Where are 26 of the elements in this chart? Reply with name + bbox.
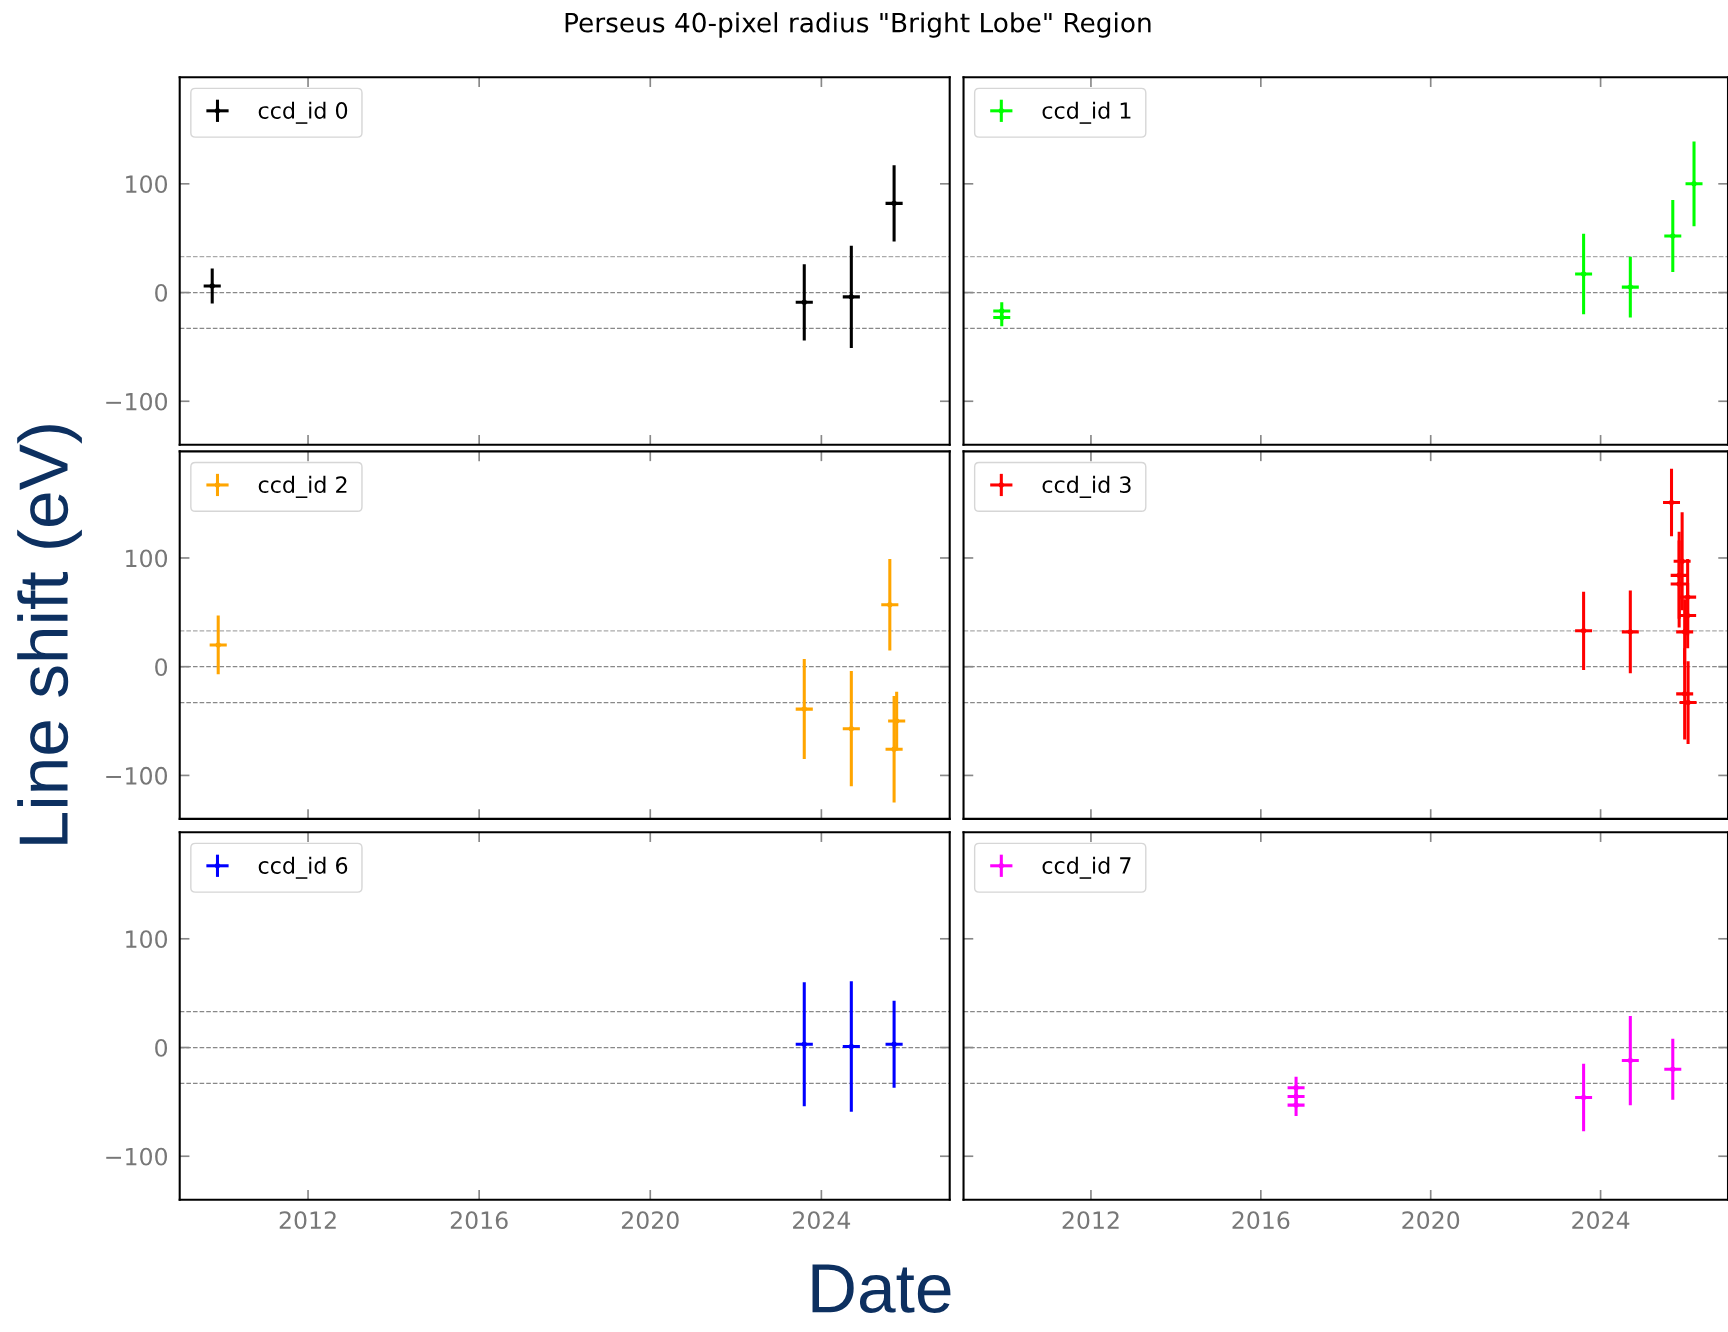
y-tick-label: −100 (106, 1147, 168, 1166)
y-tick-label: −100 (106, 392, 168, 411)
x-tick-label: 2012 (279, 1211, 336, 1230)
y-tick-label: 100 (126, 930, 168, 949)
chart-title: Perseus 40-pixel radius "Bright Lobe" Region (565, 12, 1151, 38)
x-tick-label: 2024 (1572, 1211, 1630, 1230)
x-tick-label: 2012 (1062, 1211, 1119, 1230)
y-tick-label: 0 (155, 658, 168, 676)
x-tick-label: 2020 (621, 1211, 679, 1230)
y-tick-label: 0 (155, 1038, 168, 1057)
x-tick-label: 2016 (450, 1211, 508, 1230)
y-tick-label: 100 (126, 549, 168, 568)
legend-label: ccd_id 3 (1042, 475, 1131, 498)
y-tick-label: 100 (126, 175, 168, 194)
legend-label: ccd_id 0 (258, 101, 348, 124)
x-axis-title: Date (812, 1264, 951, 1313)
y-axis-title: Line shift (eV) (17, 425, 82, 844)
x-tick-label: 2016 (1232, 1211, 1290, 1230)
legend-label: ccd_id 2 (258, 475, 347, 498)
x-tick-label: 2024 (793, 1211, 851, 1230)
legend-label: ccd_id 7 (1042, 856, 1131, 879)
legend-label: ccd_id 1 (1042, 101, 1131, 124)
x-tick-label: 2020 (1402, 1211, 1460, 1230)
y-tick-label: 0 (155, 283, 168, 302)
y-tick-label: −100 (106, 766, 168, 785)
legend-label: ccd_id 6 (258, 856, 348, 879)
